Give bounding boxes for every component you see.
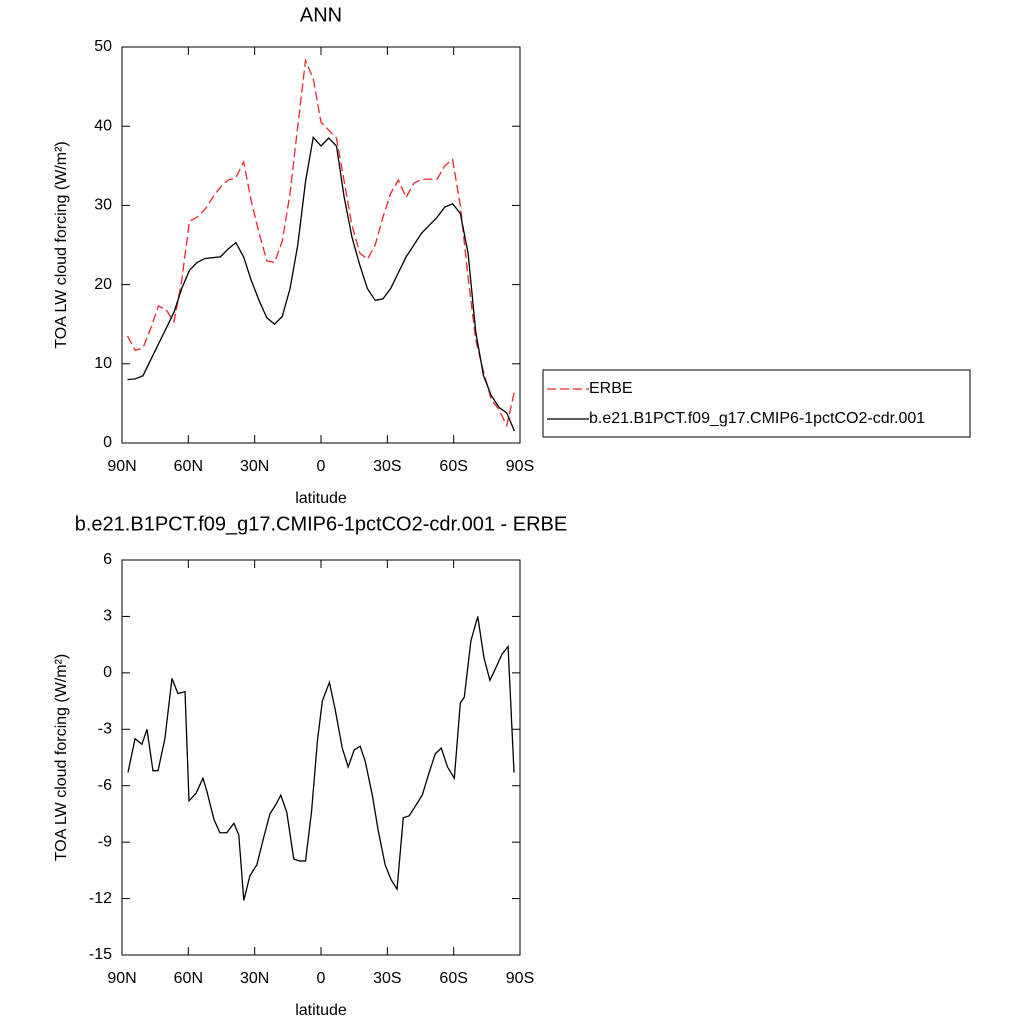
x-axis-label: latitude <box>295 1002 347 1019</box>
y-tick-label: 50 <box>94 38 112 55</box>
y-tick-label: -3 <box>98 721 112 738</box>
x-tick-label: 30S <box>373 970 401 987</box>
y-tick-label: 6 <box>103 551 112 568</box>
x-tick-label: 30N <box>240 970 269 987</box>
x-tick-label: 30S <box>373 458 401 475</box>
legend-label: ERBE <box>589 380 633 397</box>
x-tick-label: 60S <box>439 458 467 475</box>
legend-label: b.e21.B1PCT.f09_g17.CMIP6-1pctCO2-cdr.00… <box>589 410 925 427</box>
y-tick-label: 30 <box>94 197 112 214</box>
y-tick-label: 0 <box>103 664 112 681</box>
x-tick-label: 90S <box>506 458 534 475</box>
y-axis-label: TOA LW cloud forcing (W/m²) <box>53 141 70 348</box>
x-tick-label: 30N <box>240 458 269 475</box>
data-line <box>126 57 516 428</box>
y-axis-label: TOA LW cloud forcing (W/m²) <box>53 654 70 861</box>
y-tick-label: 0 <box>103 434 112 451</box>
x-tick-label: 60N <box>174 458 203 475</box>
y-tick-label: -6 <box>98 777 112 794</box>
x-tick-label: 90N <box>107 458 136 475</box>
x-axis-label: latitude <box>295 490 347 507</box>
chart-title: ANN <box>300 4 342 26</box>
x-tick-label: 60S <box>439 970 467 987</box>
y-tick-label: -15 <box>89 946 112 963</box>
x-tick-label: 0 <box>317 970 326 987</box>
y-tick-label: 3 <box>103 608 112 625</box>
x-tick-label: 60N <box>174 970 203 987</box>
data-line <box>127 135 516 432</box>
legend-box <box>542 369 971 438</box>
plot-frame <box>121 559 521 956</box>
data-line <box>127 616 515 901</box>
y-tick-label: 10 <box>94 355 112 372</box>
y-tick-label: -9 <box>98 833 112 850</box>
y-tick-label: 40 <box>94 117 112 134</box>
x-tick-label: 90N <box>107 970 136 987</box>
plot-frame <box>121 46 521 444</box>
y-tick-label: -12 <box>89 890 112 907</box>
x-tick-label: 90S <box>506 970 534 987</box>
chart-title: b.e21.B1PCT.f09_g17.CMIP6-1pctCO2-cdr.00… <box>75 513 567 535</box>
y-tick-label: 20 <box>94 276 112 293</box>
x-tick-label: 0 <box>317 458 326 475</box>
